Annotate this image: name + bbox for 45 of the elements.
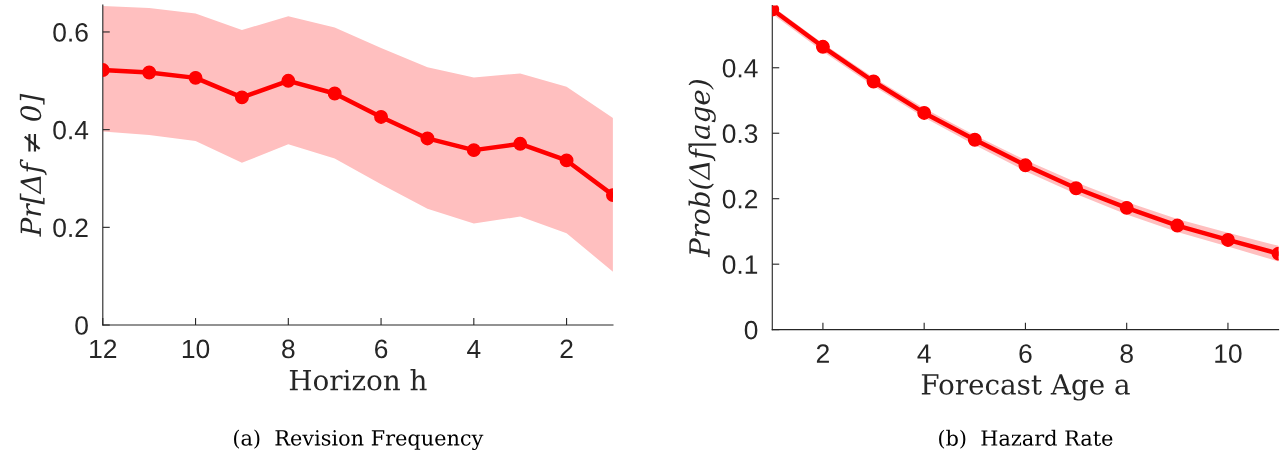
- x-tick-label: 8: [282, 339, 295, 359]
- y-tick-label: 0.2: [722, 189, 758, 209]
- x-tick-label: 10: [1215, 344, 1242, 363]
- x-tick-label: 4: [917, 344, 931, 363]
- point: [281, 73, 296, 88]
- point: [559, 153, 574, 168]
- x-tick-label: 4: [467, 339, 481, 359]
- y-tick-label: 0.2: [53, 218, 88, 238]
- point: [374, 110, 389, 124]
- y-tick-label: 0.4: [53, 120, 89, 140]
- point: [327, 86, 342, 101]
- x-axis-title: Horizon h: [289, 369, 427, 391]
- text: (a) Revision Frequency: [234, 429, 484, 451]
- x-tick-label: 2: [816, 344, 829, 363]
- point: [420, 131, 435, 146]
- point: [917, 105, 932, 120]
- point: [1119, 200, 1134, 215]
- x-tick-label: 8: [1120, 344, 1133, 363]
- point: [142, 65, 157, 80]
- point: [1170, 218, 1185, 233]
- point: [466, 143, 481, 158]
- point: [513, 136, 528, 151]
- point: [1018, 158, 1033, 173]
- point: [188, 70, 203, 85]
- y-tick-label: 0.1: [722, 255, 758, 274]
- point: [1069, 181, 1084, 196]
- y-axis-title: Pr[Δf ≠ 0]: [19, 93, 47, 237]
- y-tick-label: 0.3: [722, 124, 758, 144]
- y-tick-label: 0.4: [722, 58, 758, 78]
- x-tick-label: 10: [182, 339, 210, 359]
- y-tick-label: 0: [75, 316, 88, 335]
- x-axis-title: Forecast Age a: [921, 374, 1130, 401]
- x-tick-label: 6: [1019, 344, 1032, 363]
- point: [967, 132, 982, 147]
- point: [234, 90, 249, 105]
- text: (b) Hazard Rate: [939, 429, 1113, 449]
- x-tick-label: 12: [90, 339, 117, 359]
- point: [1221, 233, 1235, 247]
- y-axis-title: Prob(Δf|age): [688, 80, 717, 258]
- y-tick-label: 0.6: [53, 23, 88, 42]
- x-tick-label: 6: [375, 339, 388, 359]
- point: [815, 39, 830, 54]
- x-tick-label: 2: [560, 339, 573, 359]
- y-tick-label: 0: [744, 320, 758, 340]
- point: [866, 74, 881, 89]
